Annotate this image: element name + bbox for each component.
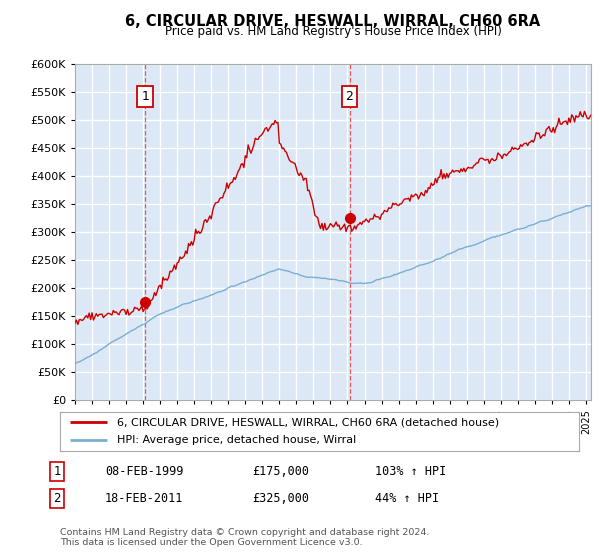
Text: Contains HM Land Registry data © Crown copyright and database right 2024.
This d: Contains HM Land Registry data © Crown c… — [60, 528, 430, 547]
Text: 6, CIRCULAR DRIVE, HESWALL, WIRRAL, CH60 6RA: 6, CIRCULAR DRIVE, HESWALL, WIRRAL, CH60… — [125, 14, 541, 29]
Text: 18-FEB-2011: 18-FEB-2011 — [105, 492, 184, 505]
Text: 1: 1 — [141, 90, 149, 103]
Text: 103% ↑ HPI: 103% ↑ HPI — [375, 465, 446, 478]
Text: 2: 2 — [53, 492, 61, 505]
Text: 2: 2 — [346, 90, 353, 103]
Text: £175,000: £175,000 — [252, 465, 309, 478]
Text: 08-FEB-1999: 08-FEB-1999 — [105, 465, 184, 478]
Text: Price paid vs. HM Land Registry's House Price Index (HPI): Price paid vs. HM Land Registry's House … — [164, 25, 502, 38]
Text: £325,000: £325,000 — [252, 492, 309, 505]
Text: 1: 1 — [53, 465, 61, 478]
Text: 6, CIRCULAR DRIVE, HESWALL, WIRRAL, CH60 6RA (detached house): 6, CIRCULAR DRIVE, HESWALL, WIRRAL, CH60… — [117, 417, 499, 427]
Text: HPI: Average price, detached house, Wirral: HPI: Average price, detached house, Wirr… — [117, 435, 356, 445]
Text: 44% ↑ HPI: 44% ↑ HPI — [375, 492, 439, 505]
